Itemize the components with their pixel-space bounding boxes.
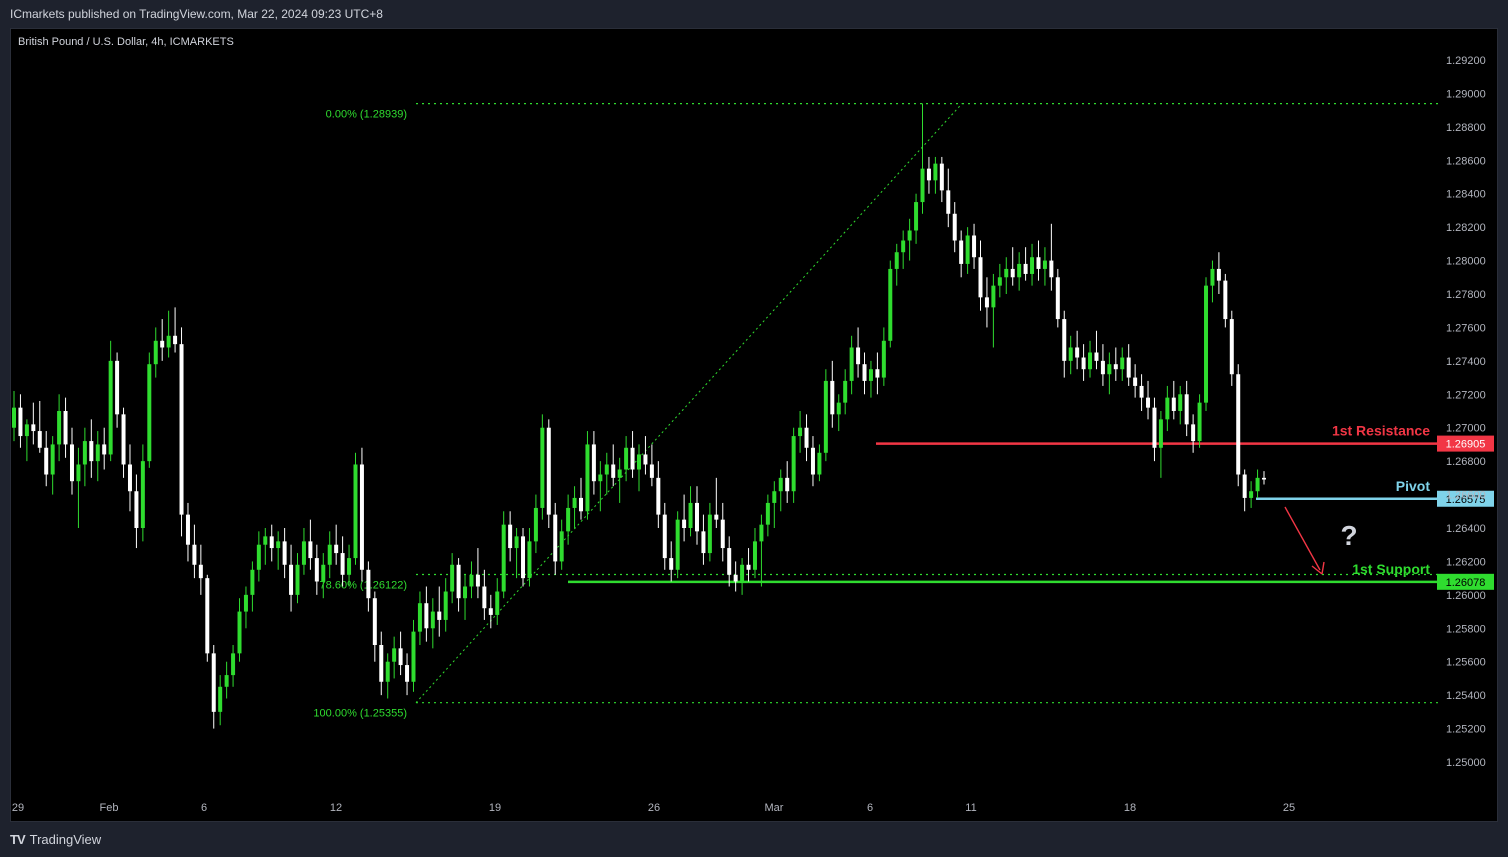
publish-info: ICmarkets published on TradingView.com, … [10, 7, 383, 21]
chart-frame[interactable] [10, 28, 1498, 822]
tradingview-logo-icon: TV [10, 832, 26, 847]
footer-bar: TV TradingView [0, 822, 1508, 857]
symbol-title: British Pound / U.S. Dollar, 4h, ICMARKE… [18, 36, 234, 48]
brand-name: TradingView [29, 832, 102, 847]
tradingview-brand[interactable]: TV TradingView [10, 832, 101, 847]
publish-header: ICmarkets published on TradingView.com, … [0, 0, 1508, 28]
